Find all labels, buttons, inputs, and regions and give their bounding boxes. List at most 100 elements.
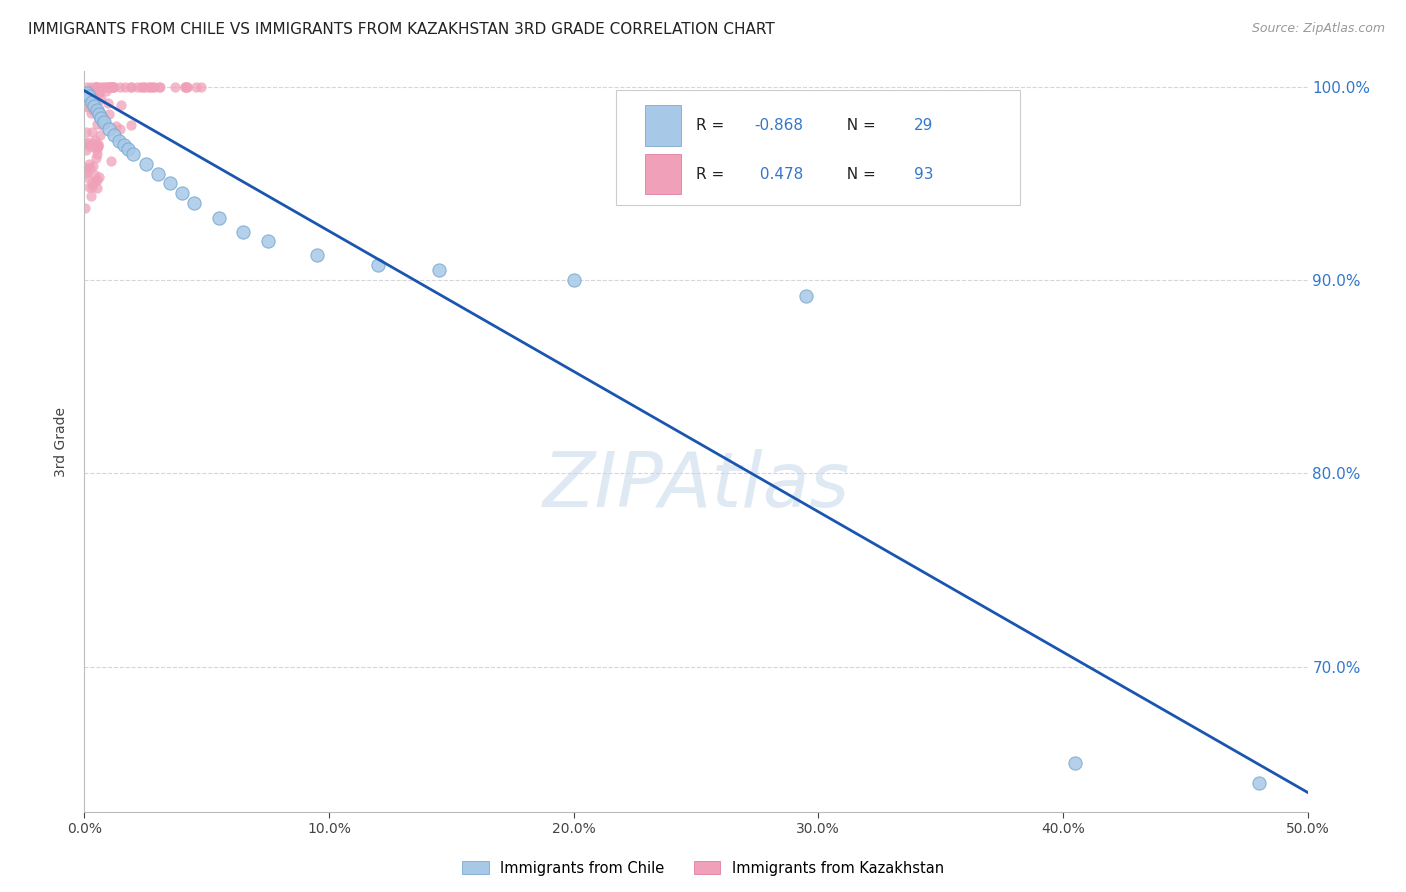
Point [98,80,121,95]
Point [87,107,110,121]
Point [83,168,105,182]
Point [108,79,131,94]
Point [75,99,97,113]
Point [75,201,97,215]
Point [80,176,103,190]
Point [87,79,110,94]
Point [122,147,145,161]
Point [208,211,231,226]
Point [80,94,103,108]
Y-axis label: 3rd Grade: 3rd Grade [55,407,69,476]
Point [86,181,108,195]
Point [101,79,124,94]
Point [80,188,103,202]
Point [83,87,105,102]
Point [86,142,108,156]
Point [82,91,104,105]
Point [87,137,110,152]
Point [232,225,254,239]
Point [75,170,97,185]
Point [75,143,97,157]
Point [183,195,205,210]
Point [80,180,103,194]
Point [146,167,169,181]
Point [87,86,110,100]
Point [82,136,104,150]
Point [84,79,107,94]
Point [176,79,198,94]
Point [93,114,115,128]
Point [1247,775,1270,789]
Point [257,235,280,249]
Point [97,107,120,121]
Point [97,95,120,110]
Point [100,79,122,94]
Point [159,177,181,191]
Point [120,118,142,132]
Point [305,248,328,262]
Point [90,119,112,133]
Text: R =: R = [696,167,730,182]
Point [100,79,122,94]
Point [77,180,100,194]
Point [132,79,155,94]
Point [562,273,585,287]
Text: R =: R = [696,119,730,133]
Point [89,86,111,100]
Point [142,79,165,94]
Point [79,83,101,97]
Point [120,79,142,94]
Point [148,79,170,94]
Point [82,159,104,173]
Point [135,157,157,171]
Point [190,79,212,94]
Point [184,79,207,94]
Point [86,79,108,94]
Point [794,288,817,302]
Point [86,117,108,131]
Point [90,92,112,106]
Point [84,151,107,165]
Point [142,79,165,94]
Text: 93: 93 [914,167,934,182]
Point [110,122,132,136]
Point [139,79,162,94]
Point [80,125,103,139]
Point [1064,756,1087,771]
Point [89,128,111,143]
Point [75,125,97,139]
Point [172,186,194,201]
Point [117,142,139,156]
Point [174,79,197,94]
Text: N =: N = [837,167,880,182]
Point [100,153,122,168]
Point [98,79,121,94]
Point [103,79,125,94]
Point [427,263,450,277]
Point [93,79,115,94]
Point [82,103,104,117]
Point [163,79,186,94]
Point [105,120,128,134]
Bar [644,105,682,146]
Point [125,79,148,94]
Point [97,122,120,136]
Point [80,95,103,110]
Point [82,140,104,154]
Point [84,79,107,94]
Point [138,79,160,94]
Bar [644,153,682,194]
Point [76,79,98,94]
Text: 0.478: 0.478 [755,167,803,182]
Point [87,139,110,153]
Point [79,157,101,171]
Text: IMMIGRANTS FROM CHILE VS IMMIGRANTS FROM KAZAKHSTAN 3RD GRADE CORRELATION CHART: IMMIGRANTS FROM CHILE VS IMMIGRANTS FROM… [28,22,775,37]
Point [86,139,108,153]
Point [129,79,152,94]
Point [367,258,389,272]
Point [107,134,129,148]
Point [176,79,198,94]
FancyBboxPatch shape [616,90,1021,204]
Point [75,136,97,151]
Point [96,79,118,94]
